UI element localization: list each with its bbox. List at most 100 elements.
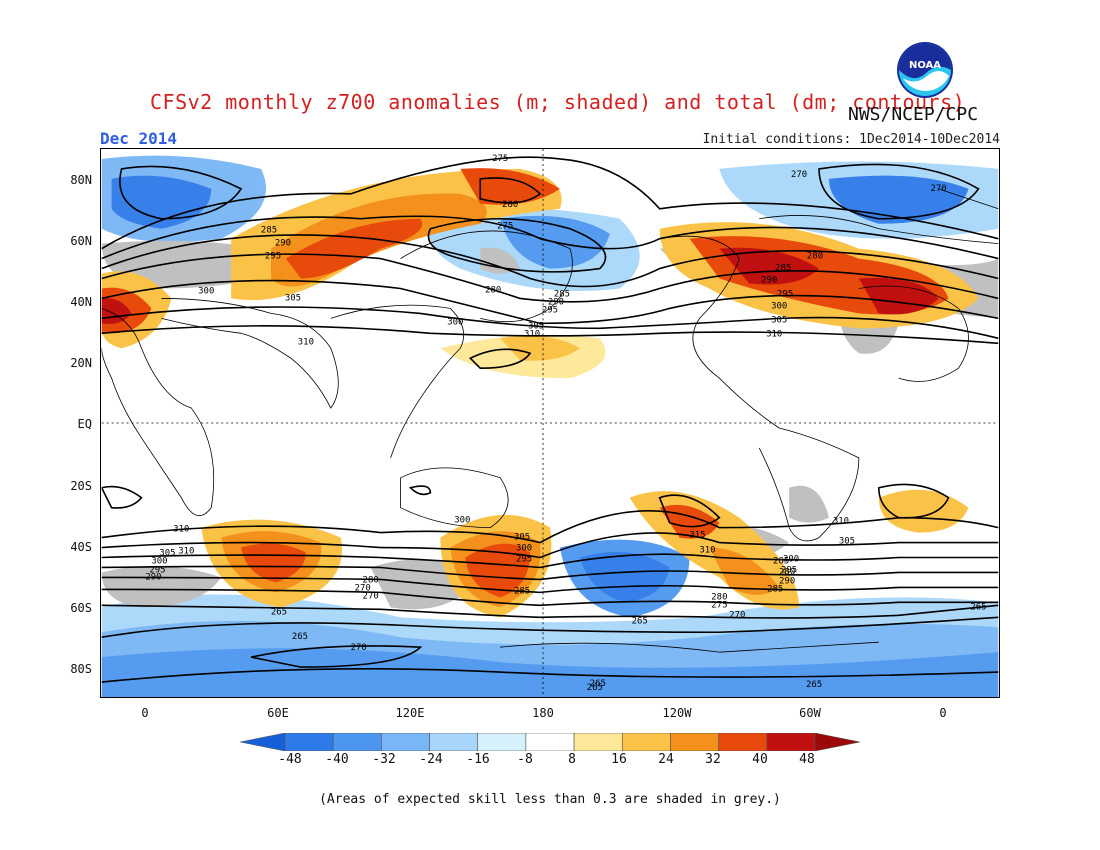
- contour-label: 310: [766, 329, 782, 339]
- lat-label: 20S: [70, 479, 92, 493]
- contour-label: 285: [767, 584, 783, 594]
- contour-label-group: 275 270 270 280 275 285 290 295 300 305 …: [145, 154, 986, 693]
- lon-label: 180: [532, 706, 554, 720]
- chart-title: CFSv2 monthly z700 anomalies (m; shaded)…: [150, 90, 966, 114]
- contour-label: 300: [516, 544, 532, 554]
- lon-label: 60W: [799, 706, 821, 720]
- contour-label: 265: [292, 632, 308, 642]
- contour-label: 290: [779, 576, 795, 586]
- colorbar-label: -40: [325, 752, 349, 767]
- colorbar-cell: [284, 733, 334, 751]
- colorbar-cell: [621, 733, 671, 751]
- skill-footnote: (Areas of expected skill less than 0.3 a…: [319, 792, 781, 807]
- contour-label: 285: [514, 586, 530, 596]
- colorbar-cell: [429, 733, 479, 751]
- contour-label: 305: [514, 533, 530, 543]
- colorbar-label: 48: [799, 752, 815, 767]
- lat-label: 40N: [70, 295, 92, 309]
- contour-label: 265: [271, 607, 287, 617]
- colorbar-cell: [573, 733, 623, 751]
- colorbar-cell: [670, 733, 719, 751]
- svg-text:NOAA: NOAA: [909, 60, 941, 71]
- colorbar-cell: [766, 733, 816, 751]
- contour-label: 300: [447, 317, 463, 327]
- lon-label: 120E: [395, 706, 425, 720]
- contour-label: 265: [806, 680, 822, 690]
- contour-label: 295: [149, 565, 165, 575]
- anomaly-map: 275 270 270 280 275 285 290 295 300 305 …: [100, 148, 1000, 698]
- colorbar-cell: [814, 733, 860, 751]
- gridlines: [101, 149, 999, 697]
- contour-label: 310: [524, 329, 540, 339]
- colorbar-label: 8: [568, 752, 576, 767]
- lat-label: 60S: [70, 601, 92, 615]
- contour-label: 300: [198, 286, 214, 296]
- lat-label: EQ: [77, 417, 92, 431]
- noaa-logo: NOAA: [897, 42, 953, 98]
- agency-label: NWS/NCEP/CPC: [848, 104, 979, 125]
- colorbar-label: -8: [517, 752, 533, 767]
- colorbar-cell: [381, 733, 430, 751]
- initial-conditions: Initial conditions: 1Dec2014-10Dec2014: [702, 132, 1000, 147]
- contour-label: 280: [779, 567, 795, 577]
- colorbar-label: 16: [611, 752, 627, 767]
- contour-label: 285: [554, 289, 570, 299]
- contour-label: 280: [711, 592, 727, 602]
- contour-label: 305: [839, 537, 855, 547]
- contour-label: 295: [777, 289, 793, 299]
- contour-label: 300: [771, 301, 787, 311]
- contour-label: 285: [775, 264, 791, 274]
- forecast-month: Dec 2014: [100, 129, 178, 148]
- contour-label: 285: [261, 226, 277, 236]
- contour-label: 270: [355, 583, 371, 593]
- contour-label: 270: [363, 591, 379, 601]
- colorbar-cell: [525, 733, 575, 751]
- contour-label: 275: [497, 222, 513, 232]
- lat-label: 20N: [70, 356, 92, 370]
- contour-label: 290: [145, 572, 161, 582]
- contour-label: 275: [711, 600, 727, 610]
- contour-label: 315: [689, 531, 705, 541]
- contour-label: 290: [548, 297, 564, 307]
- colorbar-label: -16: [466, 752, 490, 767]
- contour-label: 295: [265, 252, 281, 262]
- contour-label: 265: [587, 683, 603, 693]
- contour-label: 270: [791, 170, 807, 180]
- colorbar-cell: [332, 733, 382, 751]
- contour-label: 290: [761, 276, 777, 286]
- colorbar-label: -48: [278, 752, 302, 767]
- contour-label: 310: [178, 547, 194, 557]
- contour-label: 310: [173, 525, 189, 535]
- contour-label: 305: [528, 321, 544, 331]
- contour-label: 310: [699, 546, 715, 556]
- negative-anomaly-fills: [101, 155, 999, 697]
- contour-label: 265: [632, 616, 648, 626]
- contour-label: 270: [729, 610, 745, 620]
- colorbar-label: 24: [658, 752, 674, 767]
- contour-label: 280: [363, 575, 379, 585]
- colorbar-label: -24: [419, 752, 443, 767]
- contour-label: 265: [970, 602, 986, 612]
- contour-label: 280: [502, 200, 518, 210]
- contour-lines: [101, 156, 999, 683]
- lat-label: 60N: [70, 234, 92, 248]
- contour-label: 270: [351, 643, 367, 653]
- contour-label: 305: [285, 293, 301, 303]
- contour-label: 275: [492, 154, 508, 164]
- colorbar-cell: [477, 733, 527, 751]
- colorbar-cell: [240, 733, 286, 751]
- contour-label: 310: [298, 337, 314, 347]
- contour-label: 310: [833, 517, 849, 527]
- colorbar-label: -32: [372, 752, 396, 767]
- contour-label: 290: [275, 239, 291, 249]
- contour-label: 295: [542, 305, 558, 315]
- lat-label: 40S: [70, 540, 92, 554]
- contour-label: 280: [807, 252, 823, 262]
- contour-label: 305: [159, 549, 175, 559]
- lon-label: 60E: [267, 706, 289, 720]
- lat-label: 80N: [70, 173, 92, 187]
- lon-label: 0: [141, 706, 149, 720]
- lon-label: 120W: [662, 706, 692, 720]
- contour-label: 295: [516, 554, 532, 564]
- contour-label: 300: [151, 556, 167, 566]
